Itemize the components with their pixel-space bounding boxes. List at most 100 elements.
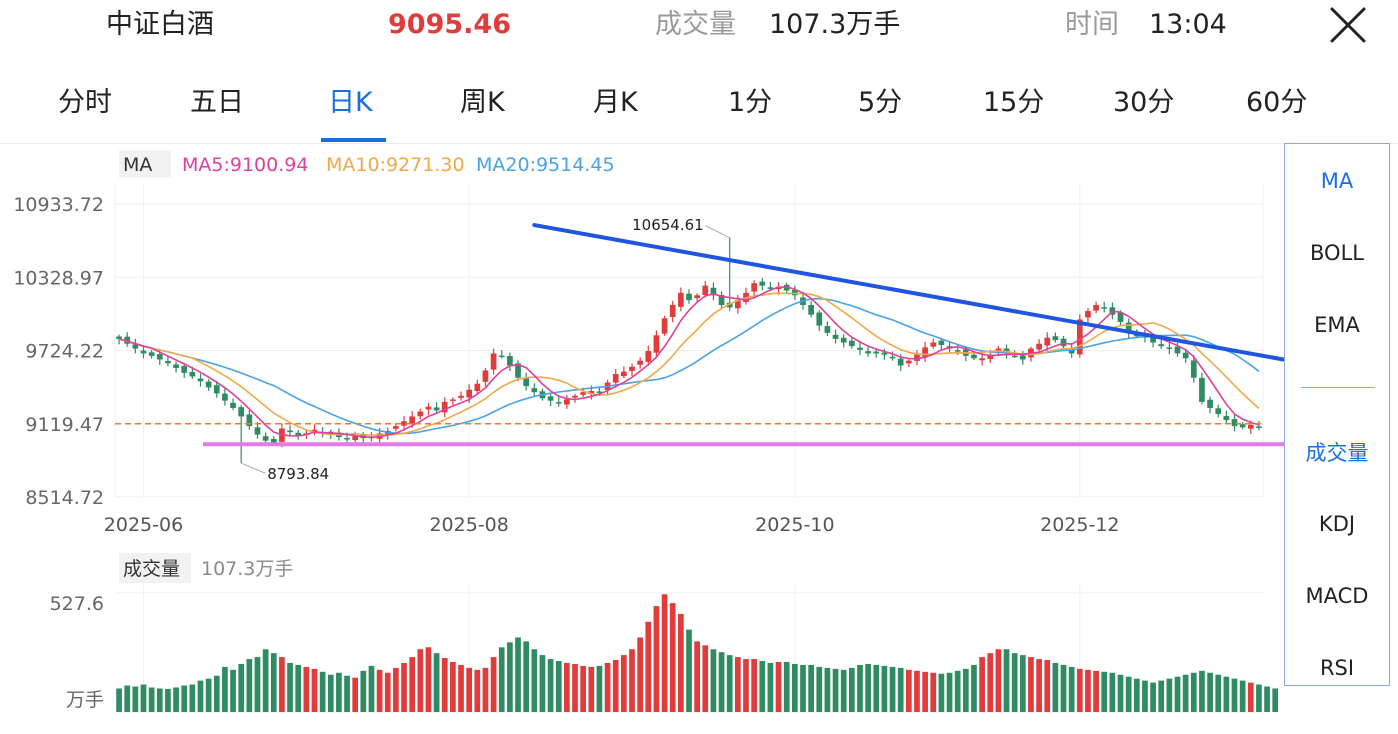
candle: [914, 354, 920, 361]
volume-bar: [1150, 682, 1156, 712]
volume-bar: [922, 671, 928, 712]
volume-bar: [1182, 674, 1189, 712]
volume-bar: [474, 669, 481, 712]
volume-bar: [718, 652, 725, 712]
volume-bar: [417, 649, 424, 712]
candle: [938, 340, 945, 345]
candle: [710, 287, 717, 296]
volume-bar: [661, 594, 668, 712]
candle: [148, 352, 155, 356]
candle: [230, 402, 236, 408]
tab-5min[interactable]: 5分: [858, 87, 903, 118]
menu-ma[interactable]: MA: [1320, 169, 1354, 193]
volume-panel-value: 107.3万手: [201, 558, 293, 580]
candle: [409, 416, 416, 424]
candle: [889, 356, 896, 359]
volume-bar: [735, 657, 741, 712]
volume-bar: [1125, 676, 1132, 712]
menu-boll[interactable]: BOLL: [1310, 241, 1364, 265]
candle: [669, 304, 676, 318]
close-icon[interactable]: [1329, 7, 1369, 43]
volume-bar: [498, 647, 505, 712]
volume-bar: [1247, 682, 1254, 712]
tab-15min[interactable]: 15分: [983, 87, 1045, 118]
menu-kdj[interactable]: KDJ: [1318, 512, 1356, 536]
volume-bar: [1158, 680, 1165, 712]
candle: [205, 381, 212, 388]
volume-bar: [197, 680, 204, 712]
candle: [857, 347, 863, 350]
candle: [466, 389, 473, 398]
volume-bar: [678, 613, 684, 712]
candle: [848, 340, 855, 347]
y-tick-label: 10328.97: [13, 267, 104, 289]
volume-bar: [604, 662, 611, 712]
candle: [482, 370, 489, 382]
candle: [905, 360, 912, 364]
volume-bar: [1003, 649, 1010, 712]
volume-bar: [140, 684, 147, 712]
candle: [1215, 408, 1222, 414]
volume-bar: [767, 662, 774, 712]
kline-chart[interactable]: MA MA5:9100.94 MA10:9271.30 MA20:9514.45…: [0, 144, 1284, 734]
candle: [295, 432, 302, 436]
candle: [547, 396, 554, 401]
volume-bar: [1085, 669, 1091, 712]
candle: [1044, 337, 1051, 346]
volume-bar: [319, 671, 326, 712]
volume-bar: [384, 672, 391, 712]
tab-1min[interactable]: 1分: [728, 87, 773, 118]
candle: [425, 406, 432, 410]
tab-30min[interactable]: 30分: [1113, 87, 1175, 118]
volume-bar: [458, 664, 464, 712]
candle: [1158, 344, 1165, 347]
volume-bar: [881, 665, 888, 712]
ma10-line: [118, 292, 1260, 437]
volume-value: 107.3万手: [769, 9, 901, 40]
volume-bar: [1019, 655, 1026, 712]
candle: [930, 342, 937, 347]
tab-monthly-k[interactable]: 月K: [593, 87, 638, 118]
volume-bar: [1199, 670, 1205, 712]
candle: [433, 407, 440, 411]
tab-weekly-k[interactable]: 周K: [460, 87, 505, 118]
volume-bar: [857, 664, 863, 712]
candle: [352, 435, 359, 441]
volume-bar: [686, 629, 692, 712]
volume-bar: [433, 653, 440, 712]
menu-ema[interactable]: EMA: [1314, 313, 1360, 337]
candle: [987, 354, 994, 359]
candle: [498, 355, 505, 358]
tab-five-day[interactable]: 五日: [190, 87, 244, 118]
tab-intraday[interactable]: 分时: [58, 87, 112, 118]
volume-bar: [759, 661, 766, 712]
high-label: 10654.61: [632, 216, 704, 234]
candle: [441, 401, 448, 413]
menu-volume[interactable]: 成交量: [1305, 441, 1369, 465]
candle: [132, 344, 139, 349]
volume-bar: [523, 641, 530, 712]
tab-daily-k[interactable]: 日K: [328, 87, 373, 118]
candle: [767, 287, 774, 289]
volume-bar: [637, 637, 643, 712]
ma5-line: [118, 285, 1260, 439]
volume-bar: [726, 655, 733, 712]
volume-bar: [1044, 660, 1051, 712]
menu-rsi[interactable]: RSI: [1319, 656, 1355, 680]
menu-macd[interactable]: MACD: [1305, 584, 1369, 608]
volume-bar: [124, 685, 131, 712]
volume-bar: [775, 661, 782, 712]
candle: [189, 371, 196, 377]
y-tick-label: 10933.72: [13, 194, 104, 216]
candle: [1166, 347, 1173, 349]
volume-bar: [930, 672, 937, 712]
candle: [824, 326, 831, 333]
volume-bar: [751, 659, 757, 712]
y-tick-label: 9724.22: [25, 341, 104, 363]
tab-60min[interactable]: 60分: [1246, 87, 1308, 118]
legend-ma5: MA5:9100.94: [182, 154, 308, 176]
volume-max-label: 527.6: [50, 593, 104, 615]
index-name: 中证白酒: [106, 9, 214, 40]
candle: [1101, 307, 1108, 309]
candle: [1060, 338, 1067, 347]
